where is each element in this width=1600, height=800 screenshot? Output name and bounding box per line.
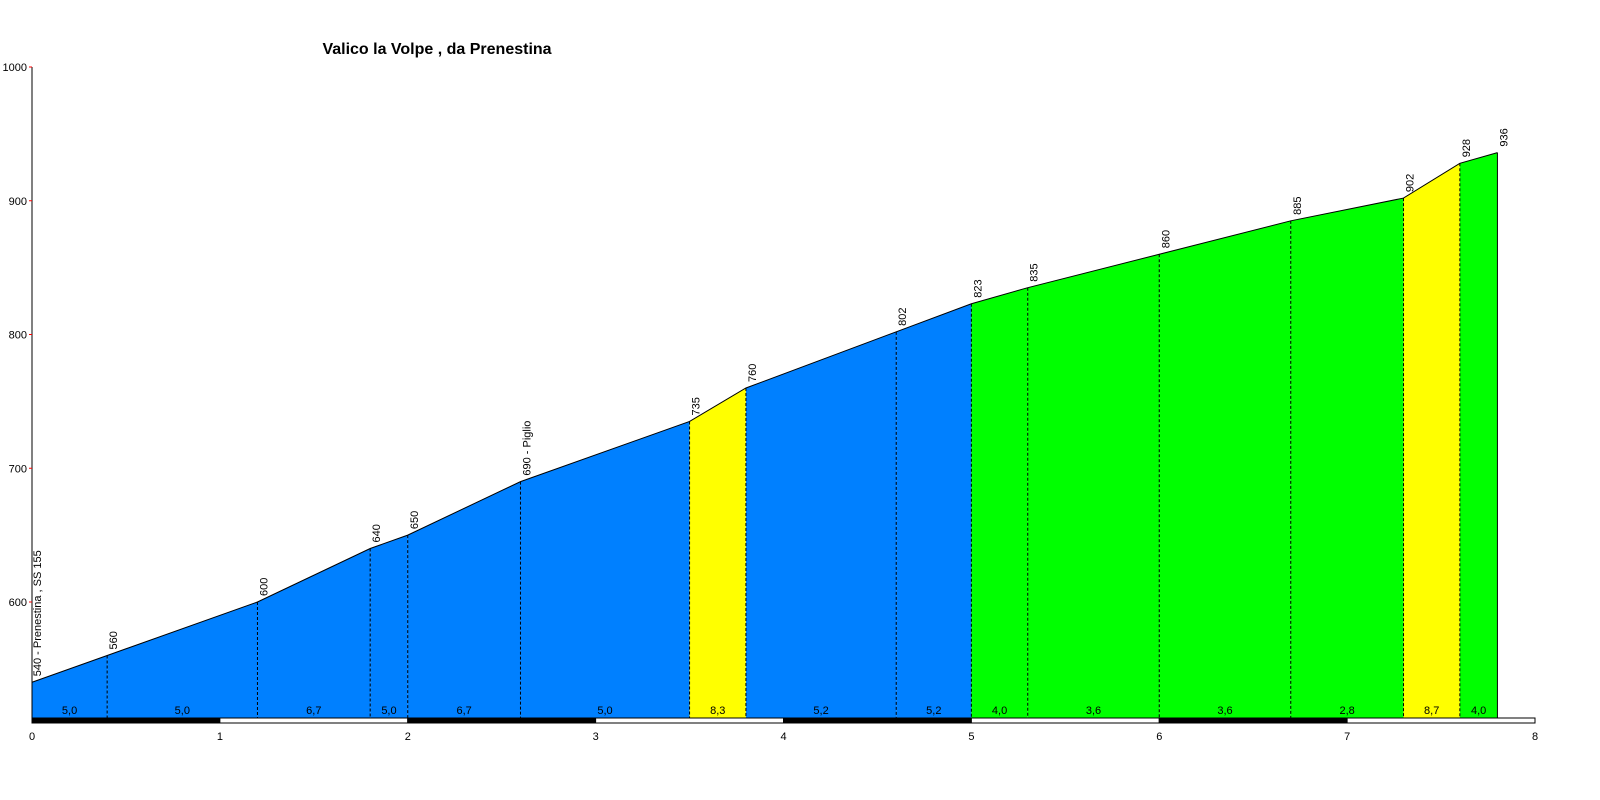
gradient-label: 5,0: [62, 705, 77, 717]
segment-area: [745, 331, 897, 718]
x-tick-label: 8: [1532, 731, 1538, 743]
elevation-label: 560: [108, 631, 120, 649]
km-bar-segment: [1158, 717, 1348, 724]
chart-title: Valico la Volpe , da Prenestina: [322, 41, 551, 58]
segment-dividers: [106, 152, 1498, 718]
x-tick-label: 5: [968, 731, 974, 743]
elevation-label: 936: [1498, 128, 1510, 146]
elevation-label: 690 - Piglio: [521, 421, 533, 476]
gradient-label: 5,0: [597, 705, 612, 717]
gradient-label: 8,7: [1424, 705, 1439, 717]
profile-line: [31, 152, 1498, 683]
x-tick-label: 1: [217, 731, 223, 743]
segment-area: [1403, 163, 1460, 719]
elevation-label: 650: [409, 511, 421, 529]
y-axis: 600 700 800 900 1000: [3, 62, 33, 718]
km-bar-segment: [407, 717, 597, 724]
km-bar-segment: [595, 717, 784, 724]
segment-area: [1290, 198, 1404, 718]
x-axis: 0 1 2 3 4 5 6 7 8: [29, 717, 1538, 743]
elevation-label: 823: [972, 279, 984, 297]
gradient-label: 3,6: [1217, 705, 1232, 717]
segment-area: [107, 602, 258, 718]
segment-area: [1459, 152, 1498, 719]
km-bar-segment: [970, 717, 1160, 724]
elevation-label: 928: [1461, 139, 1473, 157]
segment-area: [971, 287, 1028, 718]
gradient-label: 5,0: [381, 705, 396, 717]
x-tick-label: 2: [405, 731, 411, 743]
elevation-label: 885: [1292, 196, 1304, 214]
elevation-label: 760: [747, 364, 759, 382]
elevation-label: 540 - Prenestina , SS 155: [32, 550, 44, 676]
x-tick-label: 6: [1156, 731, 1162, 743]
gradient-label: 4,0: [1471, 705, 1486, 717]
y-tick-label: 600: [9, 597, 27, 609]
segment-area: [1159, 220, 1291, 718]
segment-area: [32, 655, 108, 718]
km-bar-segment: [1346, 717, 1536, 724]
elevation-label: 640: [371, 524, 383, 542]
elevation-label: 860: [1160, 230, 1172, 248]
profile-outline: [31, 152, 1498, 683]
elevation-label: 600: [258, 578, 270, 596]
x-tick-label: 3: [593, 731, 599, 743]
gradient-label: 2,8: [1339, 705, 1354, 717]
x-tick-label: 7: [1344, 731, 1350, 743]
km-bar-segment: [219, 717, 409, 724]
x-tick-label: 4: [780, 731, 786, 743]
segment-area: [689, 388, 746, 718]
gradient-label: 6,7: [456, 705, 471, 717]
segment-area: [896, 303, 972, 718]
segment-area: [520, 421, 690, 718]
gradient-label: 4,0: [992, 705, 1007, 717]
segment-area: [370, 535, 408, 718]
gradient-labels: 5,0 5,0 6,7 5,0 6,7 5,0 8,3 5,2 5,2 4,0 3,6 3,6 2,8 8…: [62, 705, 1486, 717]
km-bar-segment: [31, 717, 221, 724]
gradient-label: 5,0: [175, 705, 190, 717]
elevation-label: 835: [1029, 263, 1041, 281]
km-bar-segment: [783, 717, 972, 724]
segment-area: [1027, 254, 1160, 718]
segment-area: [407, 481, 521, 718]
y-tick-label: 900: [9, 196, 27, 208]
profile-segments: [32, 152, 1498, 719]
elevation-label: 735: [691, 397, 703, 415]
gradient-label: 8,3: [710, 705, 725, 717]
segment-area: [257, 548, 371, 718]
y-tick-label: 700: [9, 463, 27, 475]
point-labels: 540 - Prenestina , SS 155 560 600 640 650 690…: [32, 128, 1510, 676]
elevation-label: 802: [897, 307, 909, 325]
gradient-label: 6,7: [306, 705, 321, 717]
gradient-label: 5,2: [926, 705, 941, 717]
gradient-label: 3,6: [1086, 705, 1101, 717]
y-tick-label: 800: [9, 330, 27, 342]
y-tick-label: 1000: [3, 62, 27, 74]
elevation-label: 902: [1404, 174, 1416, 192]
x-tick-label: 0: [29, 731, 35, 743]
gradient-label: 5,2: [813, 705, 828, 717]
